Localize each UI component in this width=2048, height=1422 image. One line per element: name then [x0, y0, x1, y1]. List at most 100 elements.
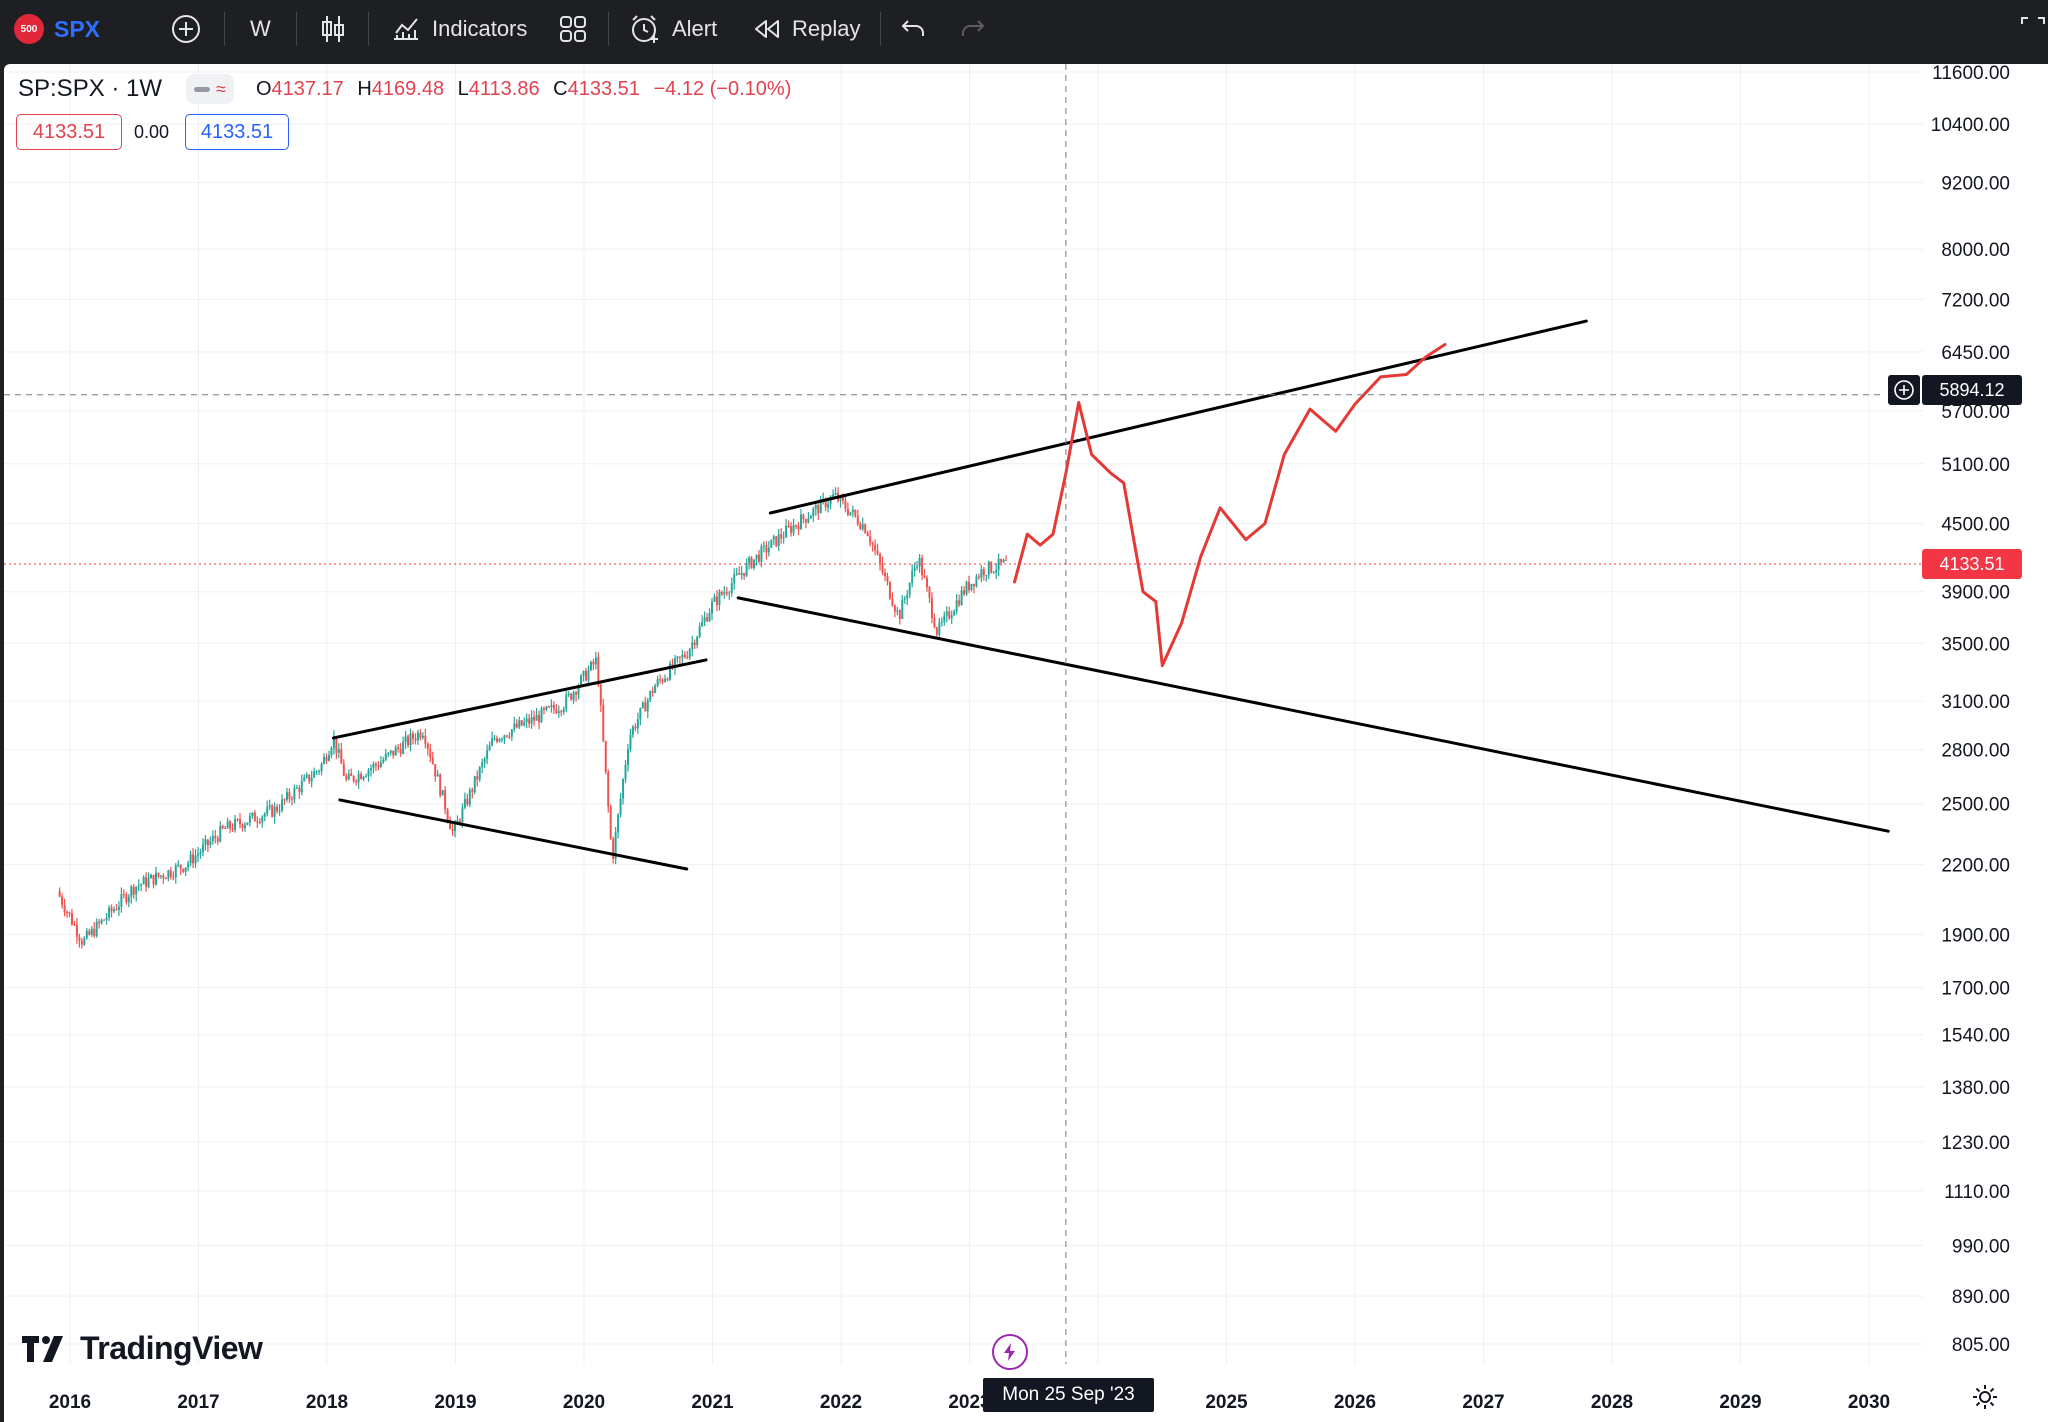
price-tick-label: 1540.00: [1941, 1026, 2010, 1047]
price-tick-label: 990.00: [1952, 1236, 2010, 1257]
tradingview-logo[interactable]: TradingView: [22, 1330, 263, 1367]
candle-body: [491, 738, 494, 746]
candle-body: [987, 561, 990, 576]
candle-body: [678, 656, 681, 658]
grid-layout-icon: [560, 16, 586, 42]
layout-templates-button[interactable]: [558, 0, 588, 58]
compare-symbol-button[interactable]: [170, 0, 202, 58]
chart-type-button[interactable]: [318, 0, 348, 58]
candle-body: [434, 764, 437, 777]
candle-body: [639, 707, 642, 720]
candle-body: [918, 557, 921, 567]
candle-body: [63, 904, 66, 913]
candle-body: [360, 774, 363, 780]
candle-body: [355, 780, 358, 783]
top-toolbar: 500 SPX W Indicators Alert Replay: [0, 0, 2048, 60]
candle-body: [972, 583, 975, 587]
replay-button[interactable]: Replay: [752, 0, 860, 58]
candle-body: [384, 753, 387, 760]
candle-body: [772, 536, 775, 540]
candle-body: [372, 763, 375, 769]
candle-body: [661, 679, 664, 682]
candle-body: [135, 886, 138, 895]
candle-body: [668, 663, 671, 680]
candle-body: [686, 657, 689, 659]
candle-body: [204, 839, 207, 845]
close-value: 4133.51: [567, 77, 640, 100]
candle-body: [856, 515, 859, 525]
candle-body: [851, 509, 854, 513]
candle-body: [283, 799, 286, 801]
last-price-label: 4133.51: [1922, 549, 2022, 579]
time-tick-label: 2030: [1848, 1392, 1890, 1413]
chart-pane[interactable]: 11600.00 10400.00 9200.00 8000.00 7200.00 645…: [4, 64, 2048, 1422]
low-label: L: [457, 77, 469, 100]
price-chart[interactable]: 11600.00 10400.00 9200.00 8000.00 7200.00 645…: [4, 64, 2048, 1422]
interval-button[interactable]: W: [250, 0, 271, 58]
candle-body: [916, 566, 919, 568]
candle-body: [285, 792, 288, 800]
candle-body: [995, 569, 998, 573]
candle-body: [503, 735, 506, 740]
candle-body: [278, 810, 281, 812]
candle-body: [656, 679, 659, 686]
candle-body: [263, 813, 266, 817]
candle-body: [839, 496, 842, 501]
alert-button[interactable]: Alert: [628, 0, 717, 58]
candle-body: [528, 718, 531, 724]
candle-body: [337, 749, 340, 753]
candle-body: [347, 773, 350, 780]
candle-body: [486, 750, 489, 759]
candle-body: [78, 936, 81, 941]
lightning-events-icon[interactable]: [992, 1334, 1028, 1370]
candlesticks: [58, 487, 1008, 949]
chart-settings-button[interactable]: [1972, 1384, 1998, 1415]
time-tick-label: 2023: [948, 1392, 990, 1413]
indicators-button[interactable]: Indicators: [390, 0, 527, 58]
candle-body: [708, 613, 711, 622]
candle-body: [197, 853, 200, 856]
candle-body: [231, 828, 234, 830]
candle-body: [819, 499, 822, 514]
legend-symbol-title[interactable]: SP:SPX · 1W: [18, 75, 163, 102]
candle-body: [216, 838, 219, 842]
candle-body: [948, 611, 951, 619]
projected-path-drawing: [1013, 343, 1447, 668]
candle-body: [921, 557, 924, 576]
candle-body: [740, 572, 743, 575]
candle-body: [379, 762, 382, 768]
add-alert-button[interactable]: [1888, 375, 1920, 405]
legend-toggle-pills[interactable]: ≈: [186, 74, 234, 104]
redo-button[interactable]: [958, 0, 986, 58]
candle-body: [513, 723, 516, 730]
candle-body: [399, 748, 402, 754]
candle-body: [323, 756, 326, 764]
candle-body: [140, 884, 143, 886]
series-legend: SP:SPX · 1W ≈ O4137.17 H4169.48 L4113.86…: [18, 74, 791, 104]
candle-body: [293, 788, 296, 800]
candle-body: [239, 819, 242, 825]
candle-body: [888, 581, 891, 599]
candle-body: [243, 824, 246, 829]
candle-body: [775, 536, 778, 547]
candle-body: [866, 532, 869, 536]
candle-body: [295, 787, 298, 789]
tradingview-logo-icon: [22, 1335, 63, 1362]
price-tick-label: 1380.00: [1941, 1078, 2010, 1099]
candle-body: [335, 737, 338, 753]
candle-body: [730, 583, 733, 593]
candle-body: [940, 621, 943, 623]
candle-body: [787, 525, 790, 527]
candle-body: [520, 720, 523, 726]
candle-body: [935, 627, 938, 635]
fullscreen-button[interactable]: [2018, 0, 2048, 58]
symbol-search-button[interactable]: 500 SPX: [14, 0, 100, 58]
candle-body: [369, 768, 372, 771]
candle-body: [718, 591, 721, 605]
sell-button[interactable]: 4133.51: [16, 114, 122, 150]
buy-button[interactable]: 4133.51: [185, 114, 289, 150]
undo-button[interactable]: [900, 0, 928, 58]
candle-body: [592, 661, 595, 665]
candle-body: [88, 930, 91, 935]
candle-body: [612, 838, 615, 859]
